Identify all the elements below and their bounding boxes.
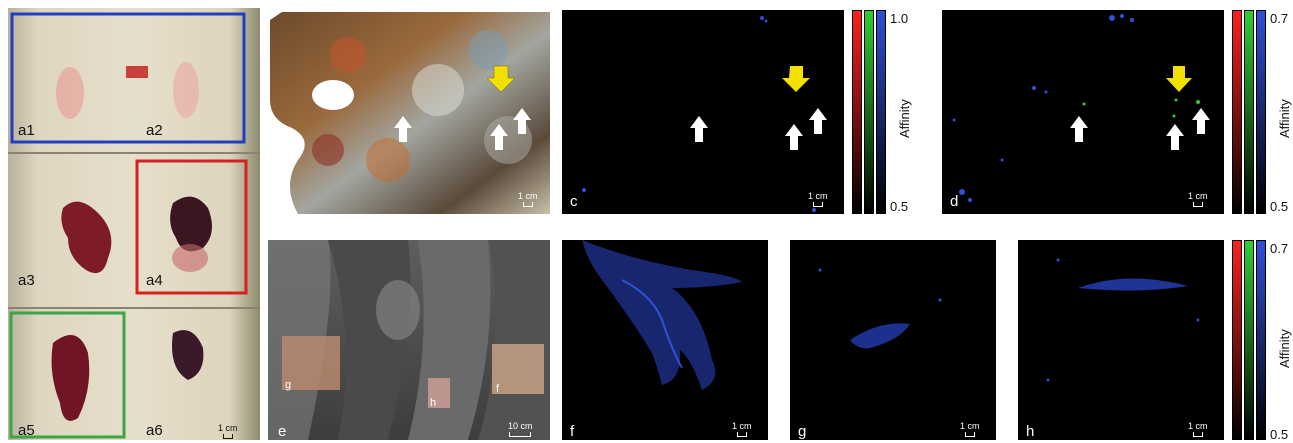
colorbar-c-title: Affinity <box>897 99 912 138</box>
panel-d-drawing <box>952 14 1210 202</box>
scale-bar-h: 1 cm <box>1188 422 1208 437</box>
panel-f-drawing <box>582 240 742 390</box>
label-a2: a2 <box>146 122 163 139</box>
label-h: h <box>1026 423 1035 440</box>
panel-f-map: f 1 cm <box>562 240 768 440</box>
label-g: g <box>798 423 807 440</box>
label-a4: a4 <box>146 272 163 289</box>
inset-label-h: h <box>430 397 437 409</box>
colorbar-c: 1.0 0.5 Affinity <box>852 10 912 216</box>
scale-bar-a: 1 cm <box>218 424 238 439</box>
scale-bar-b: 1 cm <box>518 192 538 207</box>
label-a3: a3 <box>18 272 35 289</box>
panel-c-map: c 1 cm <box>562 10 844 214</box>
label-f: f <box>570 423 575 440</box>
colorbar-fgh-title: Affinity <box>1277 329 1292 368</box>
label-e: e <box>278 423 287 440</box>
label-c: c <box>570 193 578 210</box>
colorbar-c-min: 0.5 <box>890 199 909 214</box>
label-a6: a6 <box>146 422 163 439</box>
scale-bar-e: 10 cm <box>508 422 533 437</box>
panel-b-image: b 1 cm <box>268 10 550 214</box>
panel-g-drawing <box>818 268 942 349</box>
colorbar-d-title: Affinity <box>1277 99 1292 138</box>
panel-e-drawing <box>268 240 550 440</box>
colorbar-d-min: 0.5 <box>1270 199 1289 214</box>
colorbar-fgh-max: 0.7 <box>1270 241 1289 256</box>
panel-a-drawing <box>8 12 260 439</box>
scale-bar-d: 1 cm <box>1188 192 1208 207</box>
colorbar-c-max: 1.0 <box>890 11 909 26</box>
panel-d-map: d 1 cm <box>942 10 1224 214</box>
scale-bar-c: 1 cm <box>808 192 828 207</box>
panel-h-drawing <box>1046 258 1200 382</box>
colorbar-d-max: 0.7 <box>1270 11 1289 26</box>
label-a5: a5 <box>18 422 35 439</box>
inset-label-f: f <box>496 383 500 395</box>
label-d: d <box>950 193 959 210</box>
scale-bar-g: 1 cm <box>960 422 980 437</box>
label-b: b <box>278 193 287 210</box>
colorbar-fgh-min: 0.5 <box>1270 427 1289 442</box>
panel-h-map: h 1 cm <box>1018 240 1224 440</box>
panel-e-image: g h f e 10 cm <box>268 240 550 440</box>
colorbar-fgh: 0.7 0.5 Affinity <box>1232 240 1292 442</box>
panel-a-image: a1 a2 a3 a4 a5 a6 1 cm <box>8 8 260 440</box>
panel-b-drawing <box>270 12 550 214</box>
inset-label-g: g <box>285 379 292 391</box>
panel-c-drawing <box>582 16 827 212</box>
colorbar-d: 0.7 0.5 Affinity <box>1232 10 1292 216</box>
panel-g-map: g 1 cm <box>790 240 996 440</box>
label-a1: a1 <box>18 122 35 139</box>
scale-bar-f: 1 cm <box>732 422 752 437</box>
